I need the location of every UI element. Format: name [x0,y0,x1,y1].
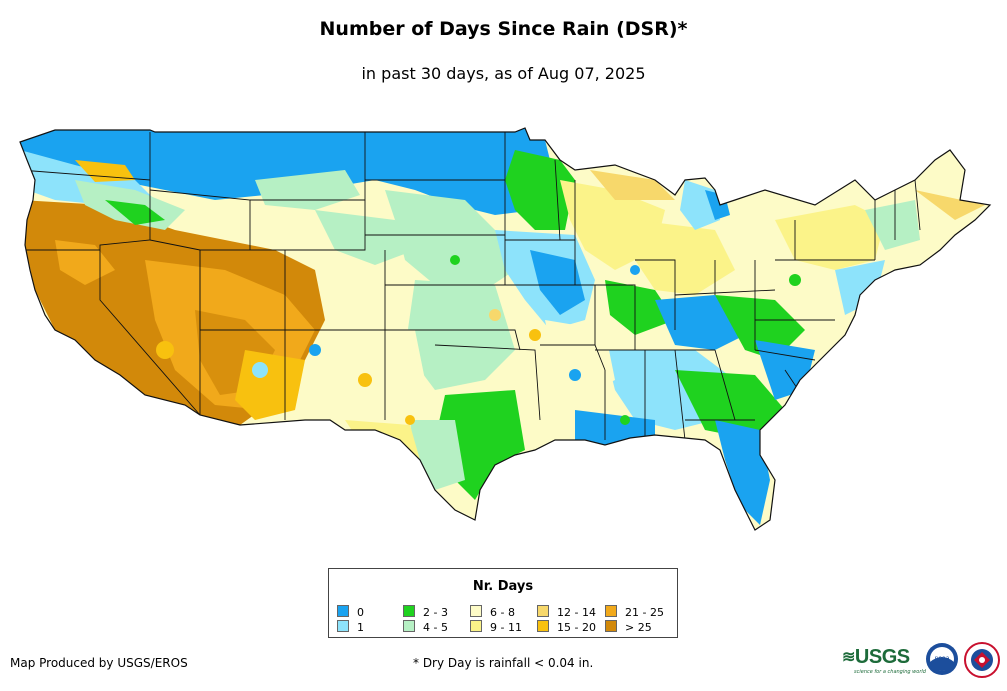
legend-item: 4 - 5 [403,620,448,634]
legend-swatch [537,620,549,632]
legend-item: 1 [337,620,364,634]
legend: Nr. Days 0 1 2 - 3 4 - 5 6 - 8 9 - 11 12… [328,568,678,638]
legend-item: 6 - 8 [470,605,515,619]
usgs-logo: ≋USGS [842,646,910,668]
legend-item: 0 [337,605,364,619]
legend-swatch [403,605,415,617]
legend-swatch [337,620,349,632]
legend-swatch [337,605,349,617]
legend-label: 9 - 11 [490,621,522,634]
legend-item: 15 - 20 [537,620,596,634]
legend-title: Nr. Days [472,579,534,594]
legend-swatch [403,620,415,632]
legend-label: 2 - 3 [423,606,448,619]
legend-label: 12 - 14 [557,606,596,619]
map-title: Number of Days Since Rain (DSR)* [319,18,688,40]
legend-swatch [605,620,617,632]
legend-item: 12 - 14 [537,605,596,619]
nws-logo [964,642,1000,678]
legend-label: 6 - 8 [490,606,515,619]
legend-label: > 25 [625,621,652,634]
noaa-logo: noaa [926,643,958,675]
legend-label: 0 [357,606,364,619]
legend-swatch [470,605,482,617]
legend-label: 21 - 25 [625,606,664,619]
legend-label: 1 [357,621,364,634]
noaa-logo-text: noaa [935,655,950,662]
credit-text: Map Produced by USGS/EROS [10,656,188,670]
legend-item: 2 - 3 [403,605,448,619]
legend-item: 21 - 25 [605,605,664,619]
map-subtitle: in past 30 days, as of Aug 07, 2025 [361,64,646,83]
dry-day-note: * Dry Day is rainfall < 0.04 in. [413,656,594,670]
legend-label: 4 - 5 [423,621,448,634]
legend-swatch [537,605,549,617]
legend-item: > 25 [605,620,652,634]
agency-logos: ≋USGS science for a changing world noaa [842,640,1002,680]
legend-swatch [605,605,617,617]
legend-label: 15 - 20 [557,621,596,634]
legend-item: 9 - 11 [470,620,522,634]
legend-swatch [470,620,482,632]
usgs-tagline: science for a changing world [854,669,926,675]
us-dsr-map [19,127,992,531]
